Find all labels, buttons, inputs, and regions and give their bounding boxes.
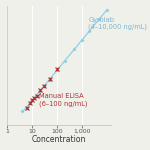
X-axis label: Concentration: Concentration (32, 135, 86, 144)
Text: Gyrolab
(4–10,000 ng/mL): Gyrolab (4–10,000 ng/mL) (88, 16, 147, 30)
Text: Manual ELISA
(6–100 ng/mL): Manual ELISA (6–100 ng/mL) (39, 93, 87, 107)
